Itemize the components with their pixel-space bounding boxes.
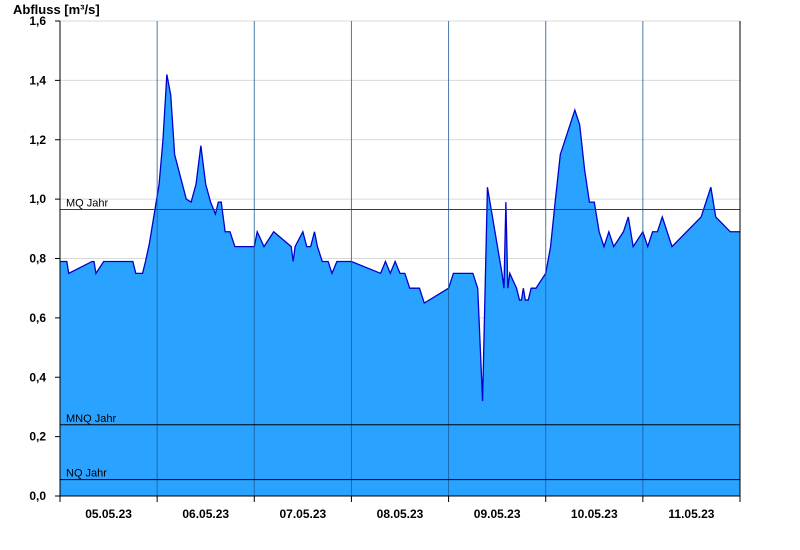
- y-tick-label-8: 1,6: [29, 14, 46, 28]
- y-tick-label-1: 0,2: [29, 430, 46, 444]
- reference-label-1: MNQ Jahr: [66, 413, 116, 425]
- y-tick-label-3: 0,6: [29, 311, 46, 325]
- x-tick-label-0: 05.05.23: [85, 507, 132, 521]
- x-tick-label-1: 06.05.23: [182, 507, 229, 521]
- reference-lines: MQ Jahr MNQ Jahr NQ Jahr: [60, 198, 740, 481]
- discharge-area: [60, 74, 740, 496]
- reference-label-0: MQ Jahr: [66, 198, 109, 210]
- y-tick-label-2: 0,4: [29, 370, 46, 384]
- y-tick-label-5: 1,0: [29, 192, 46, 206]
- x-tick-labels: 05.05.23 06.05.23 07.05.23 08.05.23 09.05.23…: [59, 496, 741, 521]
- y-tick-label-0: 0,0: [29, 489, 46, 503]
- reference-label-2: NQ Jahr: [66, 468, 107, 480]
- y-tick-label-6: 1,2: [29, 133, 46, 147]
- y-axis-label: Abfluss [m³/s]: [13, 2, 100, 17]
- day-separators: [156, 21, 644, 496]
- y-tick-label-7: 1,4: [29, 73, 46, 87]
- x-tick-label-3: 08.05.23: [377, 507, 424, 521]
- y-tick-labels: 0,0 0,2 0,4 0,6 0,8 1,0 1,2 1,4 1,6: [29, 14, 60, 503]
- x-tick-label-4: 09.05.23: [474, 507, 521, 521]
- discharge-line: [60, 74, 740, 402]
- x-tick-label-6: 11.05.23: [668, 507, 714, 521]
- x-tick-label-5: 10.05.23: [571, 507, 618, 521]
- y-tick-label-4: 0,8: [29, 252, 46, 266]
- x-tick-label-2: 07.05.23: [279, 507, 326, 521]
